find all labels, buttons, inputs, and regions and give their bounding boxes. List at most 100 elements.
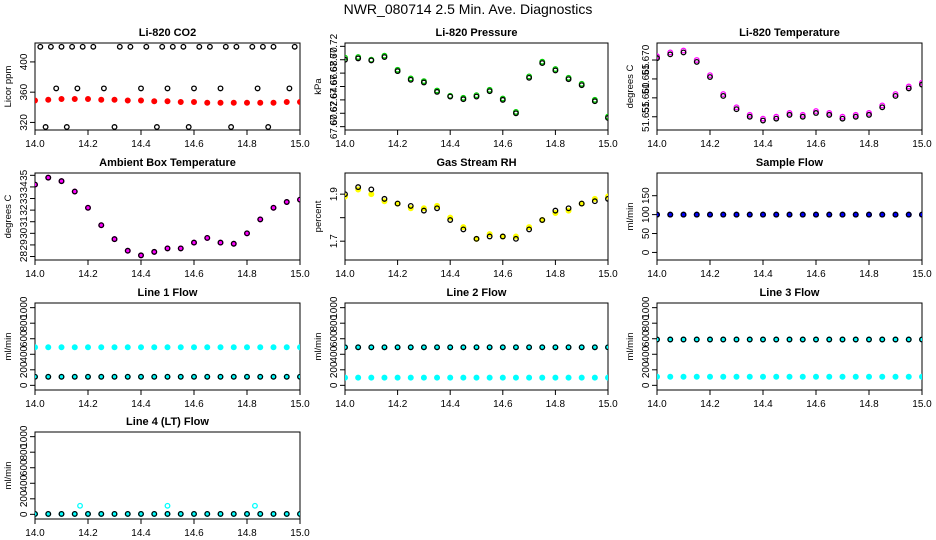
data-point-primary [58,344,65,351]
data-point-calibration [138,511,144,517]
y-tick-label: 51.660 [641,82,652,113]
data-point-calibration [368,344,375,351]
y-tick-label: 800 [19,314,30,331]
data-point-calibration [866,111,872,118]
data-point-calibration [35,181,38,188]
data-point-calibration [111,511,118,517]
x-tick-label: 14.8 [859,269,879,280]
panel-line3: Line 3 Flow 14.0 14.2 14.4 14.6 14.8 15.0 0 2004… [625,287,932,410]
x-tick-label: 14.4 [753,399,773,410]
data-point-calibration [813,110,819,116]
data-point-primary [164,344,171,351]
data-point-secondary [420,374,427,381]
data-point-calibration [866,336,872,343]
x-tick-label: 14.6 [493,269,513,280]
data-point-calibration [228,124,235,130]
data-point-secondary [733,373,740,380]
x-tick-label: 15.0 [598,139,618,150]
data-point-calibration [746,211,753,218]
data-point-calibration [839,115,846,122]
data-point-primary [297,99,300,106]
panel-pressure: Li-820 Pressure 14.0 14.2 14.4 14.6 14.8 15.0 6… [313,27,618,150]
y-tick-label: 51.670 [641,44,652,75]
data-point-primary [243,99,250,106]
data-point-calibration [499,233,506,240]
figure-title: NWR_080714 2.5 Min. Ave. Diagnostics [343,1,593,17]
data-point-calibration [124,373,131,380]
x-tick-label: 14.4 [131,399,151,410]
data-point-calibration [892,336,899,343]
panel-ambient: Ambient Box Temperature 14.0 14.2 14.4 14.6 1… [3,157,310,280]
data-point-calibration [254,85,261,92]
x-tick-label: 14.2 [388,269,408,280]
data-point-primary [98,344,105,351]
y-tick-label: 200 [19,361,30,378]
data-point-secondary [447,374,454,381]
y-tick-label: 67.62 [329,100,340,125]
data-point-calibration [892,93,899,99]
data-point-calibration [98,373,105,380]
panel-sample: Sample Flow 14.0 14.2 14.4 14.6 14.8 15.0 0 50 10… [625,157,932,280]
x-tick-label: 14.6 [184,528,204,539]
data-point-primary [270,344,277,351]
y-tick-label: 1000 [329,296,340,319]
x-tick-label: 14.6 [806,139,826,150]
data-point-calibration [434,344,440,351]
x-tick-label: 14.4 [131,269,151,280]
data-point-secondary [866,373,873,380]
data-point-secondary [539,374,546,381]
x-tick-label: 14.0 [647,269,667,280]
x-tick-label: 14.8 [546,139,566,150]
y-tick-label: 31 [19,216,30,228]
data-point-calibration [905,85,912,92]
data-point-calibration [47,43,54,50]
data-point-calibration [191,373,197,380]
data-point-primary [760,115,766,122]
data-point-secondary [892,373,899,380]
data-point-calibration [852,113,859,120]
data-point-calibration [180,43,187,50]
points-line4 [35,502,300,517]
data-point-calibration [286,85,293,92]
y-axis-label: ml/min [313,333,324,361]
data-point-calibration [71,511,78,517]
y-tick-label: 1000 [641,296,652,319]
data-point-calibration [143,43,150,50]
data-point-secondary [605,374,608,381]
data-point-calibration [191,85,197,92]
data-point-calibration [355,55,362,62]
plot-frame [34,431,301,520]
data-point-calibration [71,188,78,195]
data-point-spikes [77,502,83,509]
data-point-secondary [345,374,348,381]
data-point-calibration [283,511,290,517]
data-point-calibration [447,217,454,223]
data-point-secondary [746,373,753,380]
y-tick-label: 200 [329,361,340,378]
x-tick-label: 14.4 [753,269,773,280]
data-point-calibration [707,211,713,218]
data-point-primary [813,108,819,115]
data-point-secondary [381,374,388,381]
data-point-calibration [513,110,519,117]
data-point-primary [58,95,65,102]
x-tick-label: 14.8 [237,139,257,150]
data-point-calibration [74,85,81,92]
data-point-secondary [667,373,674,380]
data-point-calibration [45,511,52,517]
x-tick-label: 15.0 [912,269,932,280]
data-point-calibration [460,344,467,351]
data-point-primary [177,99,184,106]
data-point-calibration [667,211,674,218]
data-point-calibration [839,336,846,343]
points-pressure [345,52,608,121]
data-point-primary [85,95,92,102]
points-temperature [657,47,922,124]
x-tick-label: 14.2 [78,269,98,280]
data-point-calibration [164,245,171,252]
y-tick-label: 67.60 [329,114,340,139]
data-point-calibration [164,511,171,517]
data-point-primary [137,97,144,104]
data-point-primary [137,344,144,351]
data-point-calibration [733,336,740,343]
